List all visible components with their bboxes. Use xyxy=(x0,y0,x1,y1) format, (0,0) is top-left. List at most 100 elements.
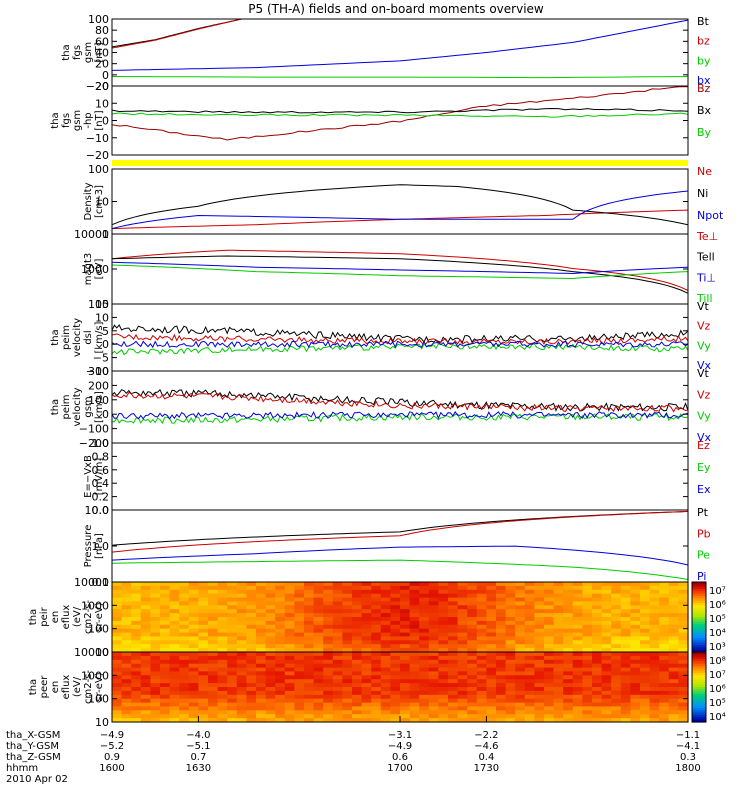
heatmap-cell xyxy=(188,683,199,688)
heatmap-cell xyxy=(217,624,228,630)
legend-entry: Pe xyxy=(697,549,710,562)
heatmap-cell xyxy=(496,632,507,638)
heatmap-cell xyxy=(582,585,593,591)
heatmap-cell xyxy=(659,593,670,599)
series-line-Pe xyxy=(111,559,689,580)
heatmap-cell xyxy=(342,589,353,595)
heatmap-cell xyxy=(592,679,603,684)
heatmap-cell xyxy=(265,710,276,715)
series-line-By xyxy=(111,112,689,118)
heatmap-cell xyxy=(112,655,123,661)
heatmap-cell xyxy=(409,605,420,610)
colorbar-segment xyxy=(692,631,706,634)
heatmap-cell xyxy=(438,710,449,715)
heatmap-cell xyxy=(505,655,516,661)
heatmap-cell xyxy=(313,648,324,653)
heatmap-cell xyxy=(640,609,651,614)
heatmap-cell xyxy=(419,687,430,692)
y-tick-label: 10000 xyxy=(74,576,109,589)
heatmap-cell xyxy=(534,609,545,614)
heatmap-cell xyxy=(236,706,247,711)
heatmap-cell xyxy=(236,679,247,684)
heatmap-cell xyxy=(630,683,641,688)
heatmap-cell xyxy=(179,624,190,630)
y-label-line: peim xyxy=(61,394,72,419)
heatmap-cell xyxy=(572,617,583,622)
heatmap-cell xyxy=(553,632,564,638)
heatmap-cell xyxy=(256,667,267,673)
heatmap-cell xyxy=(563,655,574,661)
heatmap-cell xyxy=(400,694,411,700)
heatmap-cell xyxy=(515,675,526,680)
series-line-Vz xyxy=(111,391,689,413)
heatmap-cell xyxy=(630,698,641,704)
heatmap-cell xyxy=(496,628,507,634)
heatmap-cell xyxy=(582,593,593,599)
heatmap-cell xyxy=(659,609,670,614)
heatmap-cell xyxy=(265,718,276,723)
heatmap-cell xyxy=(678,714,689,719)
heatmap-cell xyxy=(150,582,161,587)
heatmap-cell xyxy=(208,710,219,715)
heatmap-cell xyxy=(400,702,411,708)
heatmap-cell xyxy=(179,659,190,665)
heatmap-cell xyxy=(668,655,679,661)
y-label-line: gsm xyxy=(83,42,94,63)
heatmap-cell xyxy=(640,694,651,700)
heatmap-cell xyxy=(294,667,305,673)
heatmap-cell xyxy=(534,683,545,688)
heatmap-cell xyxy=(668,710,679,715)
heatmap-cell xyxy=(419,706,430,711)
heatmap-cell xyxy=(678,648,689,653)
heatmap-cell xyxy=(150,655,161,661)
heatmap-cell xyxy=(572,663,583,669)
heatmap-cell xyxy=(409,632,420,638)
heatmap-cell xyxy=(601,632,612,638)
y-label-line: sr-eV) xyxy=(94,672,105,701)
heatmap-cell xyxy=(313,667,324,673)
heatmap-cell xyxy=(304,601,315,606)
heatmap-cell xyxy=(524,605,535,610)
heatmap-cell xyxy=(332,718,343,723)
heatmap-cell xyxy=(256,601,267,606)
panel-frame xyxy=(111,442,689,511)
heatmap-cell xyxy=(400,698,411,704)
heatmap-cell xyxy=(188,632,199,638)
colorbar-segment xyxy=(692,677,706,681)
heatmap-cell xyxy=(313,617,324,622)
heatmap-cell xyxy=(448,585,459,591)
heatmap-cell xyxy=(217,694,228,700)
heatmap-cell xyxy=(438,609,449,614)
heatmap-cell xyxy=(198,663,209,669)
heatmap-cell xyxy=(246,593,257,599)
heatmap-cell xyxy=(409,687,420,692)
heatmap-cell xyxy=(361,589,372,595)
heatmap-cell xyxy=(188,624,199,630)
heatmap-cell xyxy=(236,710,247,715)
heatmap-cell xyxy=(198,671,209,676)
heatmap-cell xyxy=(534,714,545,719)
heatmap-cell xyxy=(563,667,574,673)
heatmap-cell xyxy=(524,671,535,676)
heatmap-cell xyxy=(112,644,123,649)
heatmap-cell xyxy=(390,589,401,595)
heatmap-cell xyxy=(400,671,411,676)
heatmap-cell xyxy=(256,702,267,708)
heatmap-cell xyxy=(246,683,257,688)
heatmap-cell xyxy=(409,683,420,688)
colorbar-segment xyxy=(692,675,706,679)
heatmap-cell xyxy=(620,617,631,622)
heatmap-cell xyxy=(592,632,603,638)
heatmap-cell xyxy=(361,585,372,591)
heatmap-cell xyxy=(371,609,382,614)
heatmap-cell xyxy=(140,698,151,704)
heatmap-cell xyxy=(169,597,180,603)
heatmap-cell xyxy=(457,694,468,700)
heatmap-cell xyxy=(140,597,151,603)
heatmap-cell xyxy=(659,652,670,657)
heatmap-cell xyxy=(563,690,574,696)
heatmap-cell xyxy=(256,613,267,618)
heatmap-cell xyxy=(371,585,382,591)
